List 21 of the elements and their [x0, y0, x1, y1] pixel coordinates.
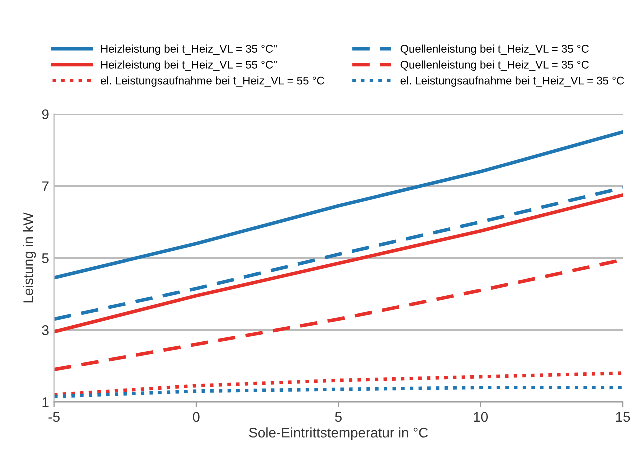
y-tick-label: 9: [42, 110, 49, 120]
legend-label: Quellenleistung bei t_Heiz_VL = 35 °C: [400, 44, 589, 56]
x-tick-label: -5: [48, 412, 60, 422]
legend-label: el. Leistungsaufnahme bei t_Heiz_VL = 55 °C: [101, 76, 324, 87]
x-axis-title: Sole-Eintrittstemperatur in °C: [249, 428, 428, 441]
y-tick-label: 1: [42, 398, 49, 408]
x-tick-label: 5: [335, 412, 342, 422]
y-tick-label: 5: [42, 254, 49, 264]
y-tick-label: 7: [42, 182, 49, 192]
legend-label: Heizleistung bei t_Heiz_VL = 35 °C": [101, 44, 277, 56]
legend-label: el. Leistungsaufnahme bei t_Heiz_VL = 35 °C: [400, 76, 624, 87]
line-series: [54, 130, 624, 280]
y-tick-label: 3: [42, 326, 49, 336]
legend-label: Heizleistung bei t_Heiz_VL = 55 °C": [101, 60, 277, 72]
line-series: [54, 386, 624, 398]
x-tick-label: 10: [474, 412, 488, 422]
x-tick-label: 15: [616, 412, 630, 422]
x-tick-label: 0: [193, 412, 200, 422]
y-axis-title: Leistung in kW: [23, 212, 36, 303]
line-series: [54, 372, 624, 397]
legend-label: Quellenleistung bei t_Heiz_VL = 35 °C: [400, 60, 589, 72]
